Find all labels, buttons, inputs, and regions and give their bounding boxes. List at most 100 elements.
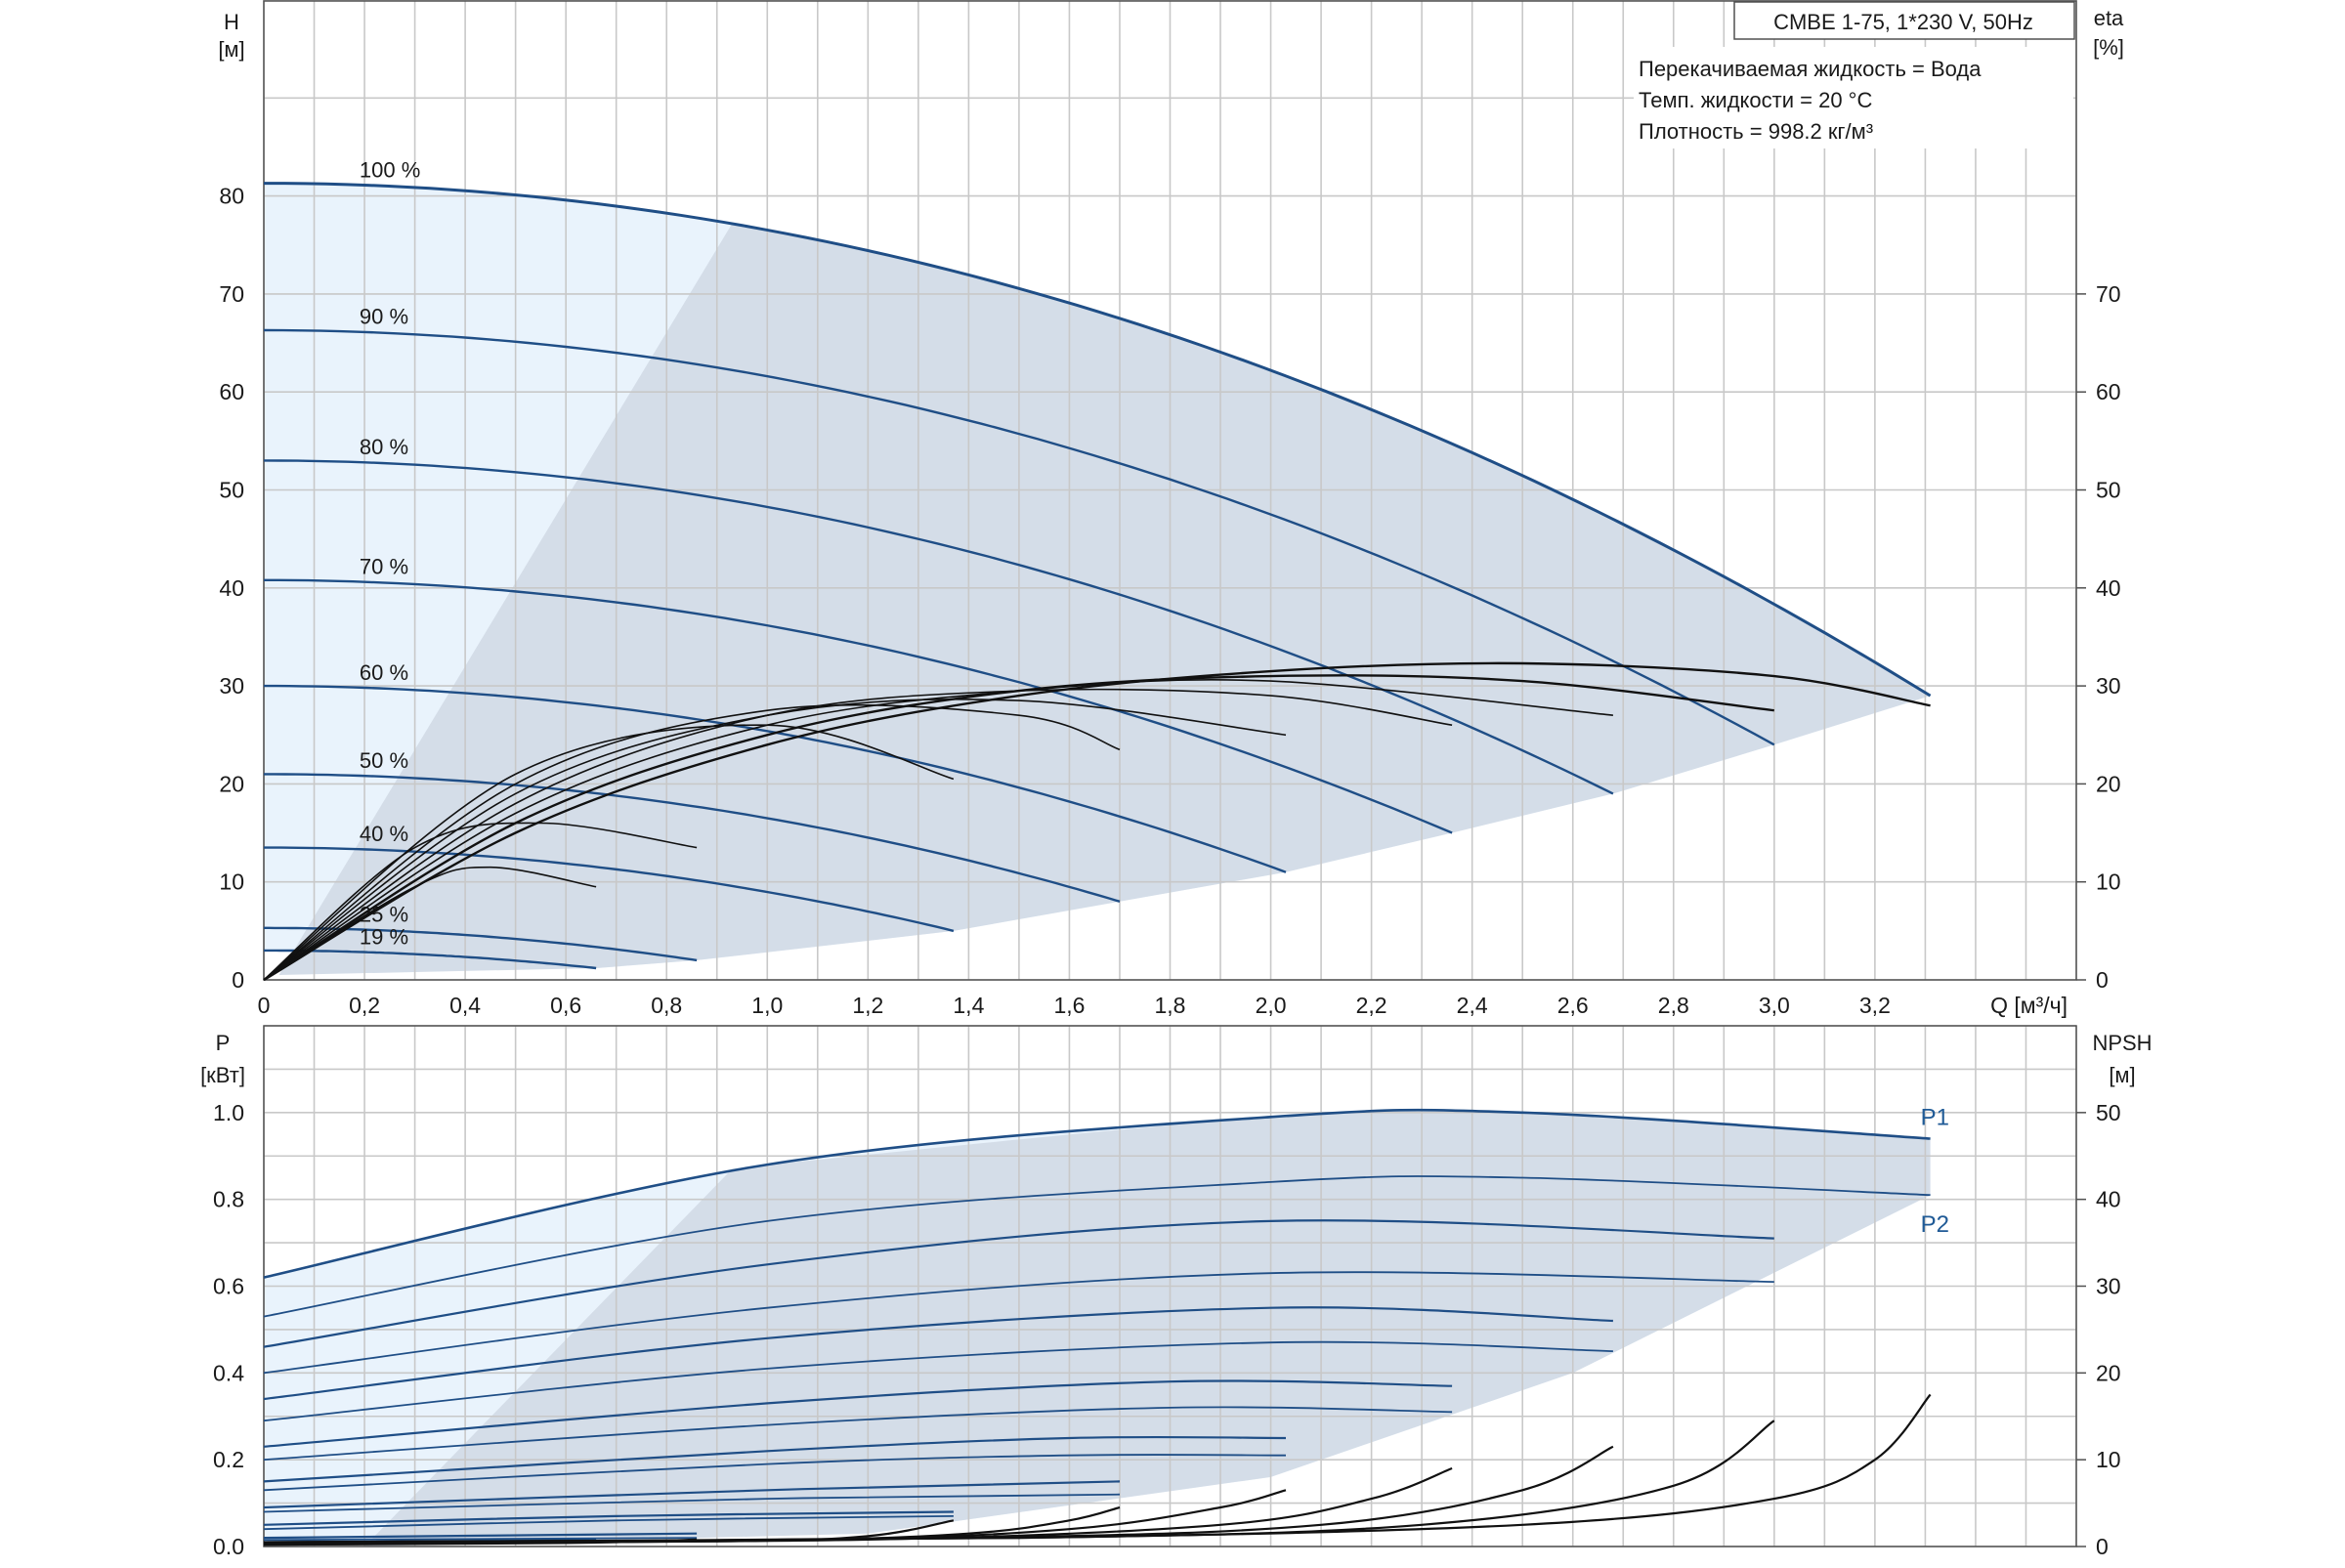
x-tick-label: 3,2 <box>1859 993 1891 1018</box>
head-panel: 100 %90 %80 %70 %60 %50 %40 %25 %19 %0 0,… <box>218 0 2124 1018</box>
y-right-tick-label: 60 <box>2096 379 2121 404</box>
y-right-tick-label: 0 <box>2096 967 2109 993</box>
x-tick-label: 1,6 <box>1053 993 1085 1018</box>
y-left-axis-unit: [кВт] <box>200 1063 245 1087</box>
info-line: Перекачиваемая жидкость = Вода <box>1639 57 1982 81</box>
head-curve <box>263 328 1775 746</box>
y-right-tick-label: 70 <box>2096 281 2121 307</box>
head-curve-label: 90 % <box>360 305 408 329</box>
y-left-tick-label: 0.4 <box>213 1360 244 1385</box>
p1-label: P1 <box>1921 1104 1949 1130</box>
head-curve <box>264 846 955 933</box>
head-curve <box>264 182 1932 698</box>
p2-curve <box>263 1175 1931 1318</box>
y-right-tick-label: 20 <box>2096 771 2121 796</box>
head-curve-label: 80 % <box>360 435 408 459</box>
head-curve-label: 100 % <box>360 157 420 182</box>
head-curve-label: 60 % <box>360 660 408 685</box>
info-box <box>1634 47 2073 148</box>
x-tick-label: 3,0 <box>1759 993 1790 1018</box>
y-right-axis-title: NPSH <box>2092 1031 2152 1055</box>
y-right-tick-label: 40 <box>2096 575 2121 601</box>
x-tick-label: 2,0 <box>1256 993 1287 1018</box>
y-left-tick-label: 80 <box>219 184 244 209</box>
y-left-tick-label: 0 <box>232 967 244 993</box>
x-tick-label: 1,0 <box>751 993 783 1018</box>
y-left-tick-label: 0.6 <box>213 1274 244 1299</box>
y-left-tick-label: 1.0 <box>213 1100 244 1125</box>
y-left-tick-label: 40 <box>219 575 244 601</box>
x-tick-label: 1,8 <box>1155 993 1186 1018</box>
y-right-tick-label: 50 <box>2096 1100 2121 1125</box>
head-curve-label: 70 % <box>360 554 408 578</box>
y-left-tick-label: 30 <box>219 673 244 699</box>
head-curve <box>264 949 597 970</box>
head-curve-label: 40 % <box>360 822 408 846</box>
y-left-tick-label: 60 <box>219 379 244 404</box>
power-panel: P1 P2 0.0 0.2 0.4 0.6 0.8 1.0 0 10 20 30 40 50 P [кВт] N… <box>200 1025 2153 1559</box>
y-right-tick-label: 30 <box>2096 673 2121 699</box>
y-right-tick-label: 20 <box>2096 1360 2121 1385</box>
head-operating-region <box>278 224 1931 975</box>
p2-curve <box>263 1340 1613 1422</box>
p1-curve <box>263 1306 1613 1401</box>
head-curve <box>264 578 1453 834</box>
x-tick-label: 0,4 <box>449 993 481 1018</box>
y-left-tick-label: 70 <box>219 281 244 307</box>
y-left-tick-label: 50 <box>219 478 244 503</box>
x-tick-label: 0,2 <box>349 993 380 1018</box>
x-tick-label: 0,8 <box>651 993 682 1018</box>
efficiency-curve <box>263 699 1287 981</box>
info-line: Темп. жидкости = 20 °C <box>1639 88 1872 112</box>
p2-curve <box>263 1454 1287 1492</box>
y-left-tick-label: 0.8 <box>213 1187 244 1212</box>
p1-curve <box>263 1510 954 1526</box>
y-right-axis-unit: [%] <box>2093 35 2124 60</box>
p2-curve <box>263 1493 1121 1513</box>
y-left-tick-label: 0.0 <box>213 1534 244 1559</box>
x-tick-label: 2,6 <box>1557 993 1589 1018</box>
y-right-axis-title: eta <box>2094 6 2124 30</box>
y-left-axis-title: P <box>216 1031 231 1055</box>
p2-curve <box>263 1271 1774 1375</box>
x-tick-label: 2,4 <box>1457 993 1488 1018</box>
info-line: Плотность = 998.2 кг/м³ <box>1639 119 1873 144</box>
p2-label: P2 <box>1921 1211 1949 1238</box>
power-grid <box>263 1025 2077 1547</box>
y-left-tick-label: 20 <box>219 771 244 796</box>
power-operating-region <box>364 1110 1931 1547</box>
x-tick-label: 0 <box>258 993 271 1018</box>
model-box <box>1733 1 2075 40</box>
y-left-tick-label: 10 <box>219 869 244 895</box>
y-right-tick-label: 50 <box>2096 478 2121 503</box>
y-right-tick-label: 40 <box>2096 1187 2121 1212</box>
x-tick-label: 0,6 <box>550 993 581 1018</box>
y-right-tick-label: 10 <box>2096 869 2121 895</box>
efficiency-curve <box>263 661 1931 982</box>
y-right-tick-label: 30 <box>2096 1274 2121 1299</box>
x-axis-title: Q [м³/ч] <box>1990 993 2068 1018</box>
efficiency-curve <box>263 704 1121 981</box>
p1-curve <box>263 1379 1453 1448</box>
head-curve-label: 19 % <box>360 924 408 949</box>
efficiency-curve <box>263 822 698 981</box>
head-curve <box>263 459 1614 795</box>
y-right-axis-unit: [м] <box>2109 1063 2135 1087</box>
x-tick-label: 1,2 <box>852 993 883 1018</box>
x-tick-label: 1,4 <box>953 993 984 1018</box>
p2-curve <box>263 1515 954 1531</box>
p2-curve <box>263 1537 698 1542</box>
head-curve <box>264 773 1121 903</box>
p1-curve <box>263 1480 1121 1509</box>
efficiency-curve <box>263 866 597 981</box>
p1-curve <box>263 1532 698 1540</box>
x-tick-label: 2,8 <box>1658 993 1689 1018</box>
efficiency-curve <box>263 679 1613 981</box>
head-curve-label: 50 % <box>360 748 408 773</box>
p1-curve <box>263 1108 1931 1279</box>
p1-curve <box>263 1219 1774 1348</box>
y-right-tick-label: 0 <box>2096 1534 2109 1559</box>
efficiency-curve <box>263 724 955 981</box>
